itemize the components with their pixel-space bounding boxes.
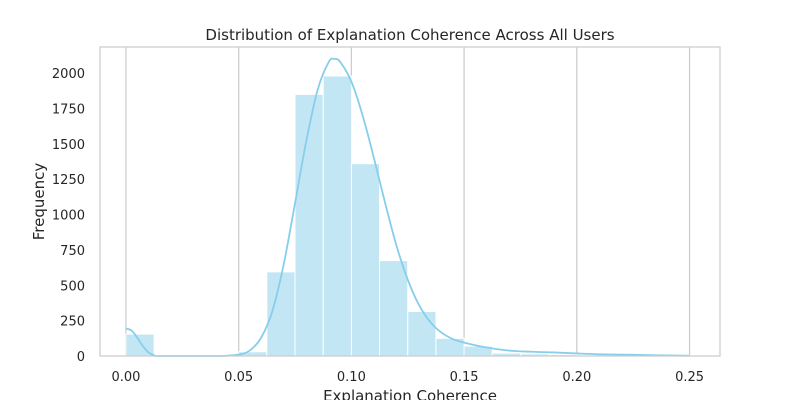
y-tick-label: 1000 — [52, 209, 85, 224]
histogram-bar — [350, 163, 381, 357]
histogram-bar — [379, 260, 409, 357]
chart-title: Distribution of Explanation Coherence Ac… — [205, 26, 614, 44]
y-axis-title: Frequency — [30, 163, 48, 241]
x-tick-label: 0.20 — [562, 370, 591, 385]
x-tick-label: 0.25 — [675, 370, 704, 385]
histogram-bar — [294, 93, 324, 357]
histogram-bars — [125, 75, 696, 357]
y-tick-label: 500 — [60, 279, 85, 294]
y-tick-label: 1750 — [52, 103, 85, 118]
histogram-bar — [322, 75, 352, 357]
x-tick-label: 0.00 — [111, 370, 140, 385]
x-axis-title: Explanation Coherence — [323, 387, 497, 400]
y-tick-label: 1500 — [52, 138, 85, 153]
y-tick-label: 1250 — [52, 173, 85, 188]
y-tick-label: 2000 — [52, 67, 85, 82]
histogram-bar — [266, 271, 296, 357]
y-tick-label: 750 — [60, 244, 85, 259]
y-axis-ticks: 0 250 500 750 1000 1250 1500 1750 2000 — [52, 67, 85, 365]
x-axis-ticks: 0.00 0.05 0.10 0.15 0.20 0.25 — [111, 370, 704, 385]
x-tick-label: 0.15 — [450, 370, 479, 385]
x-tick-label: 0.05 — [224, 370, 253, 385]
plot-area-frame — [99, 46, 721, 357]
x-tick-label: 0.10 — [337, 370, 366, 385]
y-tick-label: 0 — [77, 350, 85, 365]
histogram-bar — [407, 310, 437, 357]
y-tick-label: 250 — [60, 315, 85, 330]
